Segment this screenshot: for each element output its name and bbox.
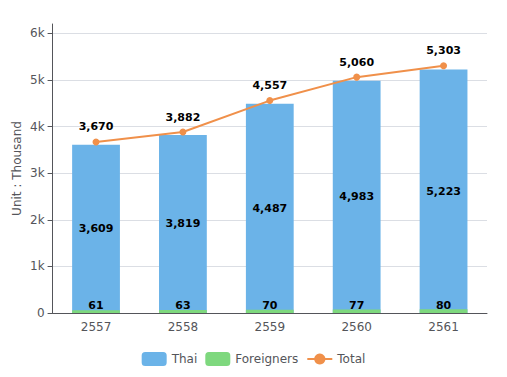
svg-text:0: 0 [37, 306, 45, 320]
svg-text:3,882: 3,882 [166, 111, 201, 124]
svg-text:5,303: 5,303 [426, 44, 461, 57]
svg-text:Thai: Thai [171, 352, 198, 366]
svg-text:77: 77 [349, 299, 364, 312]
svg-text:61: 61 [88, 299, 103, 312]
svg-text:2558: 2558 [168, 320, 199, 334]
svg-text:3,670: 3,670 [79, 120, 114, 133]
svg-text:6k: 6k [30, 26, 45, 40]
svg-text:63: 63 [175, 299, 190, 312]
svg-text:4k: 4k [30, 120, 45, 134]
svg-text:4,487: 4,487 [252, 202, 287, 215]
svg-text:5,223: 5,223 [426, 185, 461, 198]
svg-text:4,557: 4,557 [252, 79, 287, 92]
svg-text:2561: 2561 [428, 320, 459, 334]
svg-text:Total: Total [336, 352, 365, 366]
svg-text:4,983: 4,983 [339, 190, 374, 203]
svg-text:2557: 2557 [81, 320, 112, 334]
svg-text:2560: 2560 [341, 320, 372, 334]
svg-text:Foreigners: Foreigners [235, 352, 298, 366]
svg-text:70: 70 [262, 299, 278, 312]
svg-text:2k: 2k [30, 213, 45, 227]
svg-text:3,609: 3,609 [79, 222, 114, 235]
svg-text:5k: 5k [30, 73, 45, 87]
svg-text:1k: 1k [30, 259, 45, 273]
svg-text:80: 80 [436, 299, 452, 312]
svg-text:Unit : Thousand: Unit : Thousand [10, 121, 24, 216]
svg-text:5,060: 5,060 [339, 56, 374, 69]
svg-text:3,819: 3,819 [166, 217, 201, 230]
svg-text:3k: 3k [30, 166, 45, 180]
svg-text:2559: 2559 [255, 320, 286, 334]
